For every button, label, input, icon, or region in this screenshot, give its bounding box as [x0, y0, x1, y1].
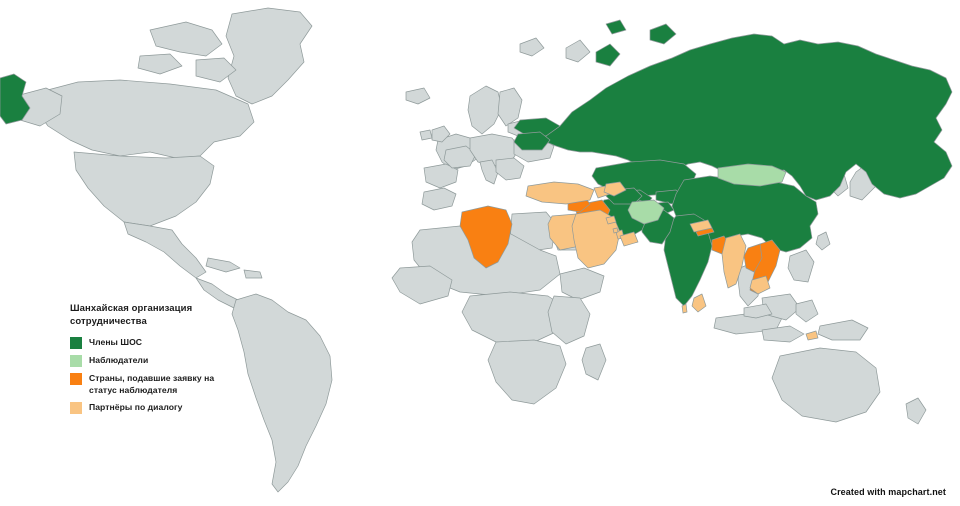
region-southern-africa [487, 339, 567, 405]
map-legend: Шанхайская организация сотрудничества Чл… [70, 303, 220, 420]
region-horn-africa [559, 267, 605, 301]
country-kuwait [605, 215, 617, 225]
continent-south-america [231, 293, 333, 493]
country-uae [619, 231, 639, 247]
country-russia-franz-josef [605, 19, 627, 35]
country-papua [817, 319, 869, 341]
country-russia-novaya-zemlya [595, 43, 621, 67]
country-cambodia [749, 275, 771, 295]
country-new-zealand [905, 397, 927, 425]
country-indonesia-2 [761, 325, 805, 343]
landmass-group [0, 7, 953, 493]
legend-item-dialogue-partners[interactable]: Партнёры по диалогу [70, 402, 220, 415]
legend-swatch-observers [70, 355, 82, 368]
country-taiwan [815, 231, 831, 251]
country-sulawesi [795, 299, 819, 323]
country-saudi-arabia [571, 209, 621, 269]
country-mongolia [717, 163, 787, 187]
country-afghanistan [627, 199, 665, 225]
legend-swatch-members [70, 337, 82, 350]
country-italy [479, 159, 499, 185]
sco-dialogue-partners[interactable] [525, 181, 819, 341]
country-nepal [689, 219, 713, 233]
country-algeria [459, 205, 513, 269]
country-canada [35, 79, 255, 159]
country-myanmar [721, 233, 747, 289]
legend-swatch-applicants [70, 373, 82, 386]
country-ireland [419, 129, 433, 141]
country-russia-chukotka [0, 73, 31, 125]
country-east-timor [805, 330, 819, 341]
country-maldives [681, 303, 688, 314]
region-balkans [495, 157, 525, 181]
country-hispaniola [243, 269, 263, 279]
country-canada-arctic-3 [137, 53, 183, 75]
country-greenland [225, 7, 313, 105]
country-madagascar [581, 343, 607, 381]
country-france [443, 145, 477, 169]
country-bahrain [612, 227, 619, 234]
country-malaysia [743, 303, 773, 319]
country-belarus [513, 131, 551, 151]
country-canada-arctic-2 [195, 57, 237, 83]
region-scandinavia [467, 85, 503, 135]
region-west-africa [391, 265, 453, 305]
region-east-africa [547, 295, 591, 345]
legend-label-members: Члены ШОС [89, 337, 143, 348]
legend-item-applicants[interactable]: Страны, подавшие заявку на статус наблюд… [70, 373, 220, 396]
country-mexico [123, 221, 207, 279]
country-usa [73, 151, 215, 227]
attribution-text: Created with mapchart.net [830, 487, 946, 497]
country-finland [497, 87, 523, 127]
sco-observers[interactable] [627, 163, 787, 225]
country-turkey [525, 181, 595, 205]
legend-label-applicants: Страны, подавшие заявку на статус наблюд… [89, 373, 215, 395]
legend-swatch-dialogue-partners [70, 402, 82, 415]
country-iceland [405, 87, 431, 105]
legend-item-observers[interactable]: Наблюдатели [70, 355, 220, 368]
legend-title: Шанхайская организация сотрудничества [70, 303, 193, 327]
country-cuba [205, 257, 241, 273]
region-central-africa [461, 291, 567, 345]
country-australia [771, 347, 881, 423]
country-canada-arctic [149, 21, 223, 57]
country-svalbard [519, 37, 545, 57]
country-iberia [423, 163, 459, 189]
country-russia-severnaya [649, 23, 677, 45]
country-azerbaijan [603, 181, 627, 197]
country-novaya-zemlya-base [565, 39, 591, 63]
country-sri-lanka [691, 293, 707, 313]
legend-label-dialogue-partners: Партнёры по диалогу [89, 402, 183, 413]
legend-label-observers: Наблюдатели [89, 355, 149, 366]
legend-item-members[interactable]: Члены ШОС [70, 337, 220, 350]
country-morocco [421, 187, 457, 211]
country-russia-west [513, 117, 561, 137]
country-philippines [787, 249, 815, 283]
